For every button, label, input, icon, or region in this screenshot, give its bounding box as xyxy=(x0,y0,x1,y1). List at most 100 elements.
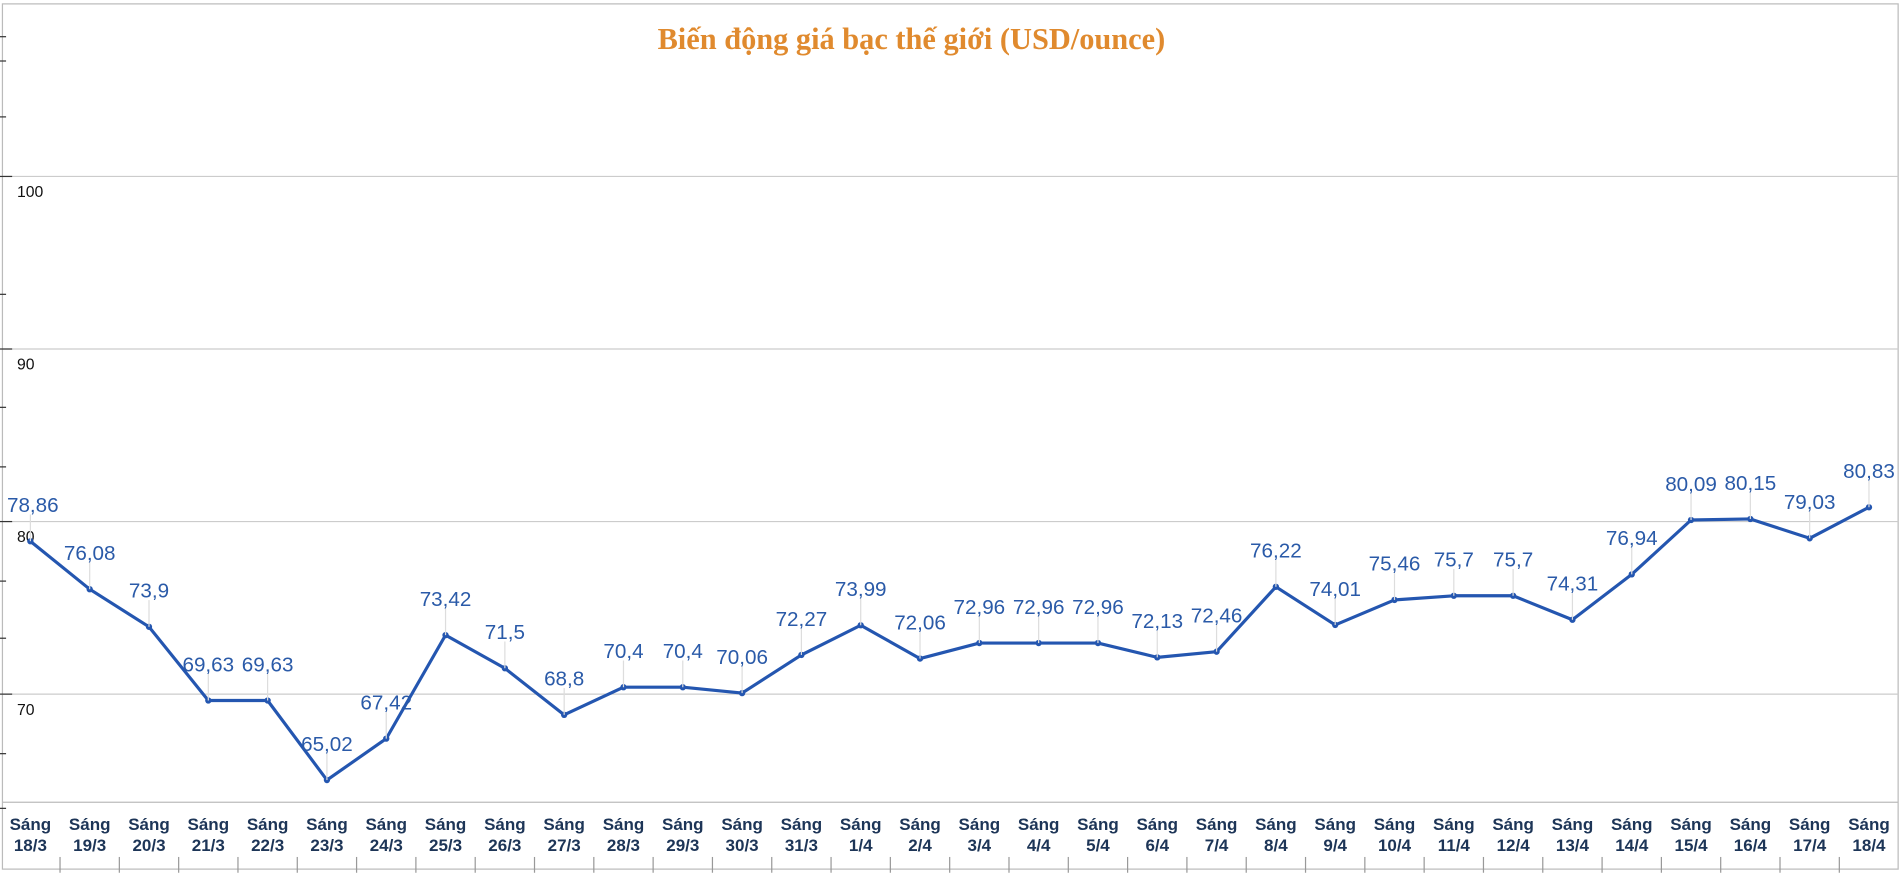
x-tick-label: 2/4 xyxy=(908,836,932,855)
data-label: 68,8 xyxy=(544,668,584,691)
data-label: 76,94 xyxy=(1606,527,1658,550)
data-point xyxy=(1035,639,1042,647)
data-label: 72,13 xyxy=(1131,610,1183,633)
x-tick-label: Sáng xyxy=(306,815,348,834)
y-tick-label: 70 xyxy=(17,702,35,719)
data-label: 76,22 xyxy=(1250,540,1302,563)
x-tick-label: 29/3 xyxy=(666,836,699,855)
x-tick-label: 28/3 xyxy=(607,836,640,855)
x-tick-label: Sáng xyxy=(543,815,585,834)
x-tick-label: 1/4 xyxy=(849,836,873,855)
x-tick-label: Sáng xyxy=(425,815,467,834)
x-tick-label: 19/3 xyxy=(73,836,106,855)
data-point xyxy=(145,623,153,630)
data-point xyxy=(976,639,983,647)
data-point xyxy=(1391,596,1398,604)
x-tick-label: Sáng xyxy=(1670,815,1712,834)
data-point xyxy=(205,697,212,704)
data-label: 78,86 xyxy=(7,494,59,517)
x-tick-label: 18/4 xyxy=(1852,836,1886,855)
x-tick-label: Sáng xyxy=(662,815,704,834)
data-point xyxy=(1687,516,1695,524)
x-tick-label: Sáng xyxy=(10,815,52,834)
x-tick-label: 12/4 xyxy=(1497,836,1531,855)
x-tick-label: 20/3 xyxy=(132,836,165,855)
data-label: 72,96 xyxy=(954,596,1006,619)
data-label: 80,15 xyxy=(1725,472,1777,495)
data-point xyxy=(1154,654,1161,661)
x-tick-label: Sáng xyxy=(1848,815,1890,834)
data-label: 72,96 xyxy=(1072,596,1124,619)
data-label: 74,31 xyxy=(1547,573,1599,596)
data-label: 67,42 xyxy=(360,691,412,714)
x-tick-label: 18/3 xyxy=(14,836,47,855)
x-tick-label: Sáng xyxy=(840,815,882,834)
data-point xyxy=(679,684,686,691)
x-tick-label: 30/3 xyxy=(726,836,759,855)
data-label: 76,08 xyxy=(64,542,116,565)
y-tick-label: 90 xyxy=(17,357,35,374)
data-label: 73,99 xyxy=(835,578,887,601)
x-tick-label: 3/4 xyxy=(968,836,992,855)
data-point xyxy=(798,651,805,659)
x-tick-label: Sáng xyxy=(1730,815,1772,834)
data-label: 75,46 xyxy=(1369,553,1421,576)
x-tick-label: Sáng xyxy=(1196,815,1238,834)
x-tick-label: 14/4 xyxy=(1615,836,1649,855)
data-point xyxy=(620,684,627,691)
chart-title: Biến động giá bạc thế giới (USD/ounce) xyxy=(658,22,1166,56)
x-tick-label: Sáng xyxy=(1789,815,1831,834)
x-tick-label: 21/3 xyxy=(192,836,225,855)
data-point xyxy=(383,735,390,742)
data-point xyxy=(264,697,271,704)
x-tick-label: 17/4 xyxy=(1793,836,1827,855)
x-tick-label: Sáng xyxy=(247,815,289,834)
x-tick-label: Sáng xyxy=(899,815,941,834)
x-tick-label: Sáng xyxy=(188,815,230,834)
x-tick-label: 11/4 xyxy=(1438,836,1471,855)
x-tick-label: Sáng xyxy=(1611,815,1653,834)
series-line xyxy=(29,505,1870,782)
data-label: 65,02 xyxy=(301,733,353,756)
x-tick-label: Sáng xyxy=(1433,815,1475,834)
data-label: 79,03 xyxy=(1784,491,1836,514)
x-tick-label: Sáng xyxy=(69,815,111,834)
x-tick-label: Sáng xyxy=(365,815,407,834)
x-tick-label: Sáng xyxy=(1255,815,1297,834)
data-point xyxy=(1806,535,1813,542)
x-tick-label: 15/4 xyxy=(1674,836,1708,855)
data-label: 70,4 xyxy=(663,640,703,663)
x-tick-label: 8/4 xyxy=(1264,836,1288,855)
data-label: 75,7 xyxy=(1493,549,1533,572)
x-tick-label: Sáng xyxy=(128,815,170,834)
x-tick-label: 26/3 xyxy=(488,836,521,855)
x-tick-label: 31/3 xyxy=(785,836,818,855)
x-tick-label: Sáng xyxy=(1136,815,1178,834)
data-point xyxy=(1094,639,1102,647)
x-tick-label: Sáng xyxy=(1374,815,1416,834)
x-tick-label: 24/3 xyxy=(370,836,403,855)
plot-border xyxy=(1,3,1899,870)
data-point xyxy=(1213,648,1220,655)
data-label: 75,7 xyxy=(1434,549,1474,572)
data-label: 72,27 xyxy=(776,608,828,631)
x-tick-label: Sáng xyxy=(1077,815,1119,834)
x-tick-label: Sáng xyxy=(1552,815,1594,834)
data-label: 70,06 xyxy=(716,646,768,669)
data-label: 69,63 xyxy=(242,653,294,676)
data-label: 74,01 xyxy=(1309,578,1361,601)
x-tick-label: Sáng xyxy=(1314,815,1356,834)
x-tick-label: 10/4 xyxy=(1378,836,1412,855)
x-tick-label: Sáng xyxy=(1492,815,1534,834)
x-tick-label: Sáng xyxy=(484,815,526,834)
data-point xyxy=(86,586,93,593)
data-label: 69,63 xyxy=(182,653,234,676)
x-tick-label: 13/4 xyxy=(1556,836,1590,855)
x-tick-label: 6/4 xyxy=(1145,836,1169,855)
data-label: 70,4 xyxy=(603,640,643,663)
data-label: 80,09 xyxy=(1665,473,1717,496)
x-tick-label: 23/3 xyxy=(310,836,343,855)
data-label: 73,9 xyxy=(129,580,169,603)
y-tick-label: 100 xyxy=(17,184,44,201)
